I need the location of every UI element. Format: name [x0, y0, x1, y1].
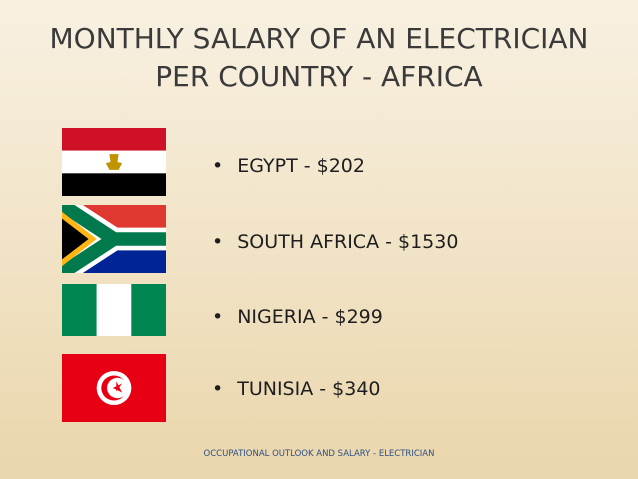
list-item: TUNISIA - $340: [212, 378, 380, 400]
flag-south-africa: [62, 205, 166, 273]
list-item: SOUTH AFRICA - $1530: [212, 231, 458, 253]
flag-egypt: [62, 128, 166, 196]
slide-title: MONTHLY SALARY OF AN ELECTRICIAN PER COU…: [49, 22, 589, 93]
list-item: NIGERIA - $299: [212, 306, 383, 328]
flag-tunisia: [62, 354, 166, 422]
list-item: EGYPT - $202: [212, 155, 365, 177]
flag-nigeria: [62, 284, 166, 336]
footer: OCCUPATIONAL OUTLOOK AND SALARY - ELECTR…: [203, 449, 435, 459]
